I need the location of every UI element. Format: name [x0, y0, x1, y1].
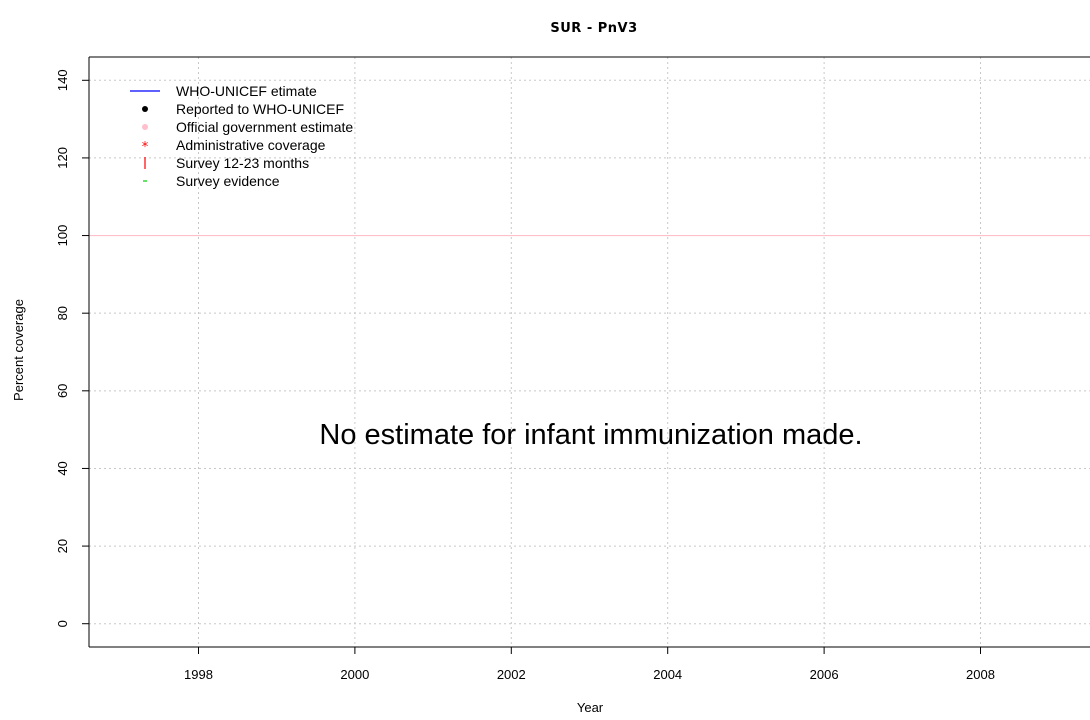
legend-symbol-star: * — [142, 140, 149, 155]
legend-entry-3: * Administrative coverage — [142, 137, 326, 155]
no-estimate-annotation: No estimate for infant immunization made… — [319, 419, 862, 451]
x-tick-label-2002: 2002 — [497, 667, 526, 682]
legend-label: Reported to WHO-UNICEF — [176, 101, 344, 117]
x-tick-label-2006: 2006 — [810, 667, 839, 682]
legend-label: Survey 12-23 months — [176, 155, 309, 171]
legend-entry-5: Survey evidence — [143, 173, 280, 189]
y-tick-label-0: 0 — [55, 620, 70, 627]
x-tick-label-1998: 1998 — [184, 667, 213, 682]
y-axis-ticks: 0 20 40 60 80 100 120 140 — [55, 69, 89, 627]
y-tick-label-60: 60 — [55, 384, 70, 398]
x-axis-ticks: 1998 2000 2002 2004 2006 2008 — [184, 647, 995, 682]
y-tick-label-120: 120 — [55, 147, 70, 169]
x-tick-label-2000: 2000 — [340, 667, 369, 682]
axes — [88, 56, 1090, 648]
legend-entry-1: Reported to WHO-UNICEF — [142, 101, 344, 117]
legend-label: Administrative coverage — [176, 137, 326, 153]
legend-symbol-dot — [142, 124, 148, 130]
y-tick-label-100: 100 — [55, 225, 70, 247]
legend-symbol-dot — [142, 106, 148, 112]
y-tick-label-80: 80 — [55, 306, 70, 320]
legend-entry-2: Official government estimate — [142, 119, 353, 135]
legend-entry-0: WHO-UNICEF etimate — [130, 83, 317, 99]
x-tick-label-2004: 2004 — [653, 667, 682, 682]
grid — [89, 57, 1090, 647]
legend-label: WHO-UNICEF etimate — [176, 83, 317, 99]
x-tick-label-2008: 2008 — [966, 667, 995, 682]
legend: WHO-UNICEF etimate Reported to WHO-UNICEF… — [130, 83, 353, 189]
chart-title: SUR - PnV3 — [550, 21, 637, 36]
legend-label: Official government estimate — [176, 119, 353, 135]
x-axis-label: Year — [577, 700, 604, 715]
legend-entry-4: Survey 12-23 months — [144, 155, 309, 171]
y-tick-label-20: 20 — [55, 539, 70, 553]
legend-label: Survey evidence — [176, 173, 280, 189]
y-axis-label: Percent coverage — [11, 299, 26, 401]
y-tick-label-40: 40 — [55, 461, 70, 475]
y-tick-label-140: 140 — [55, 69, 70, 91]
